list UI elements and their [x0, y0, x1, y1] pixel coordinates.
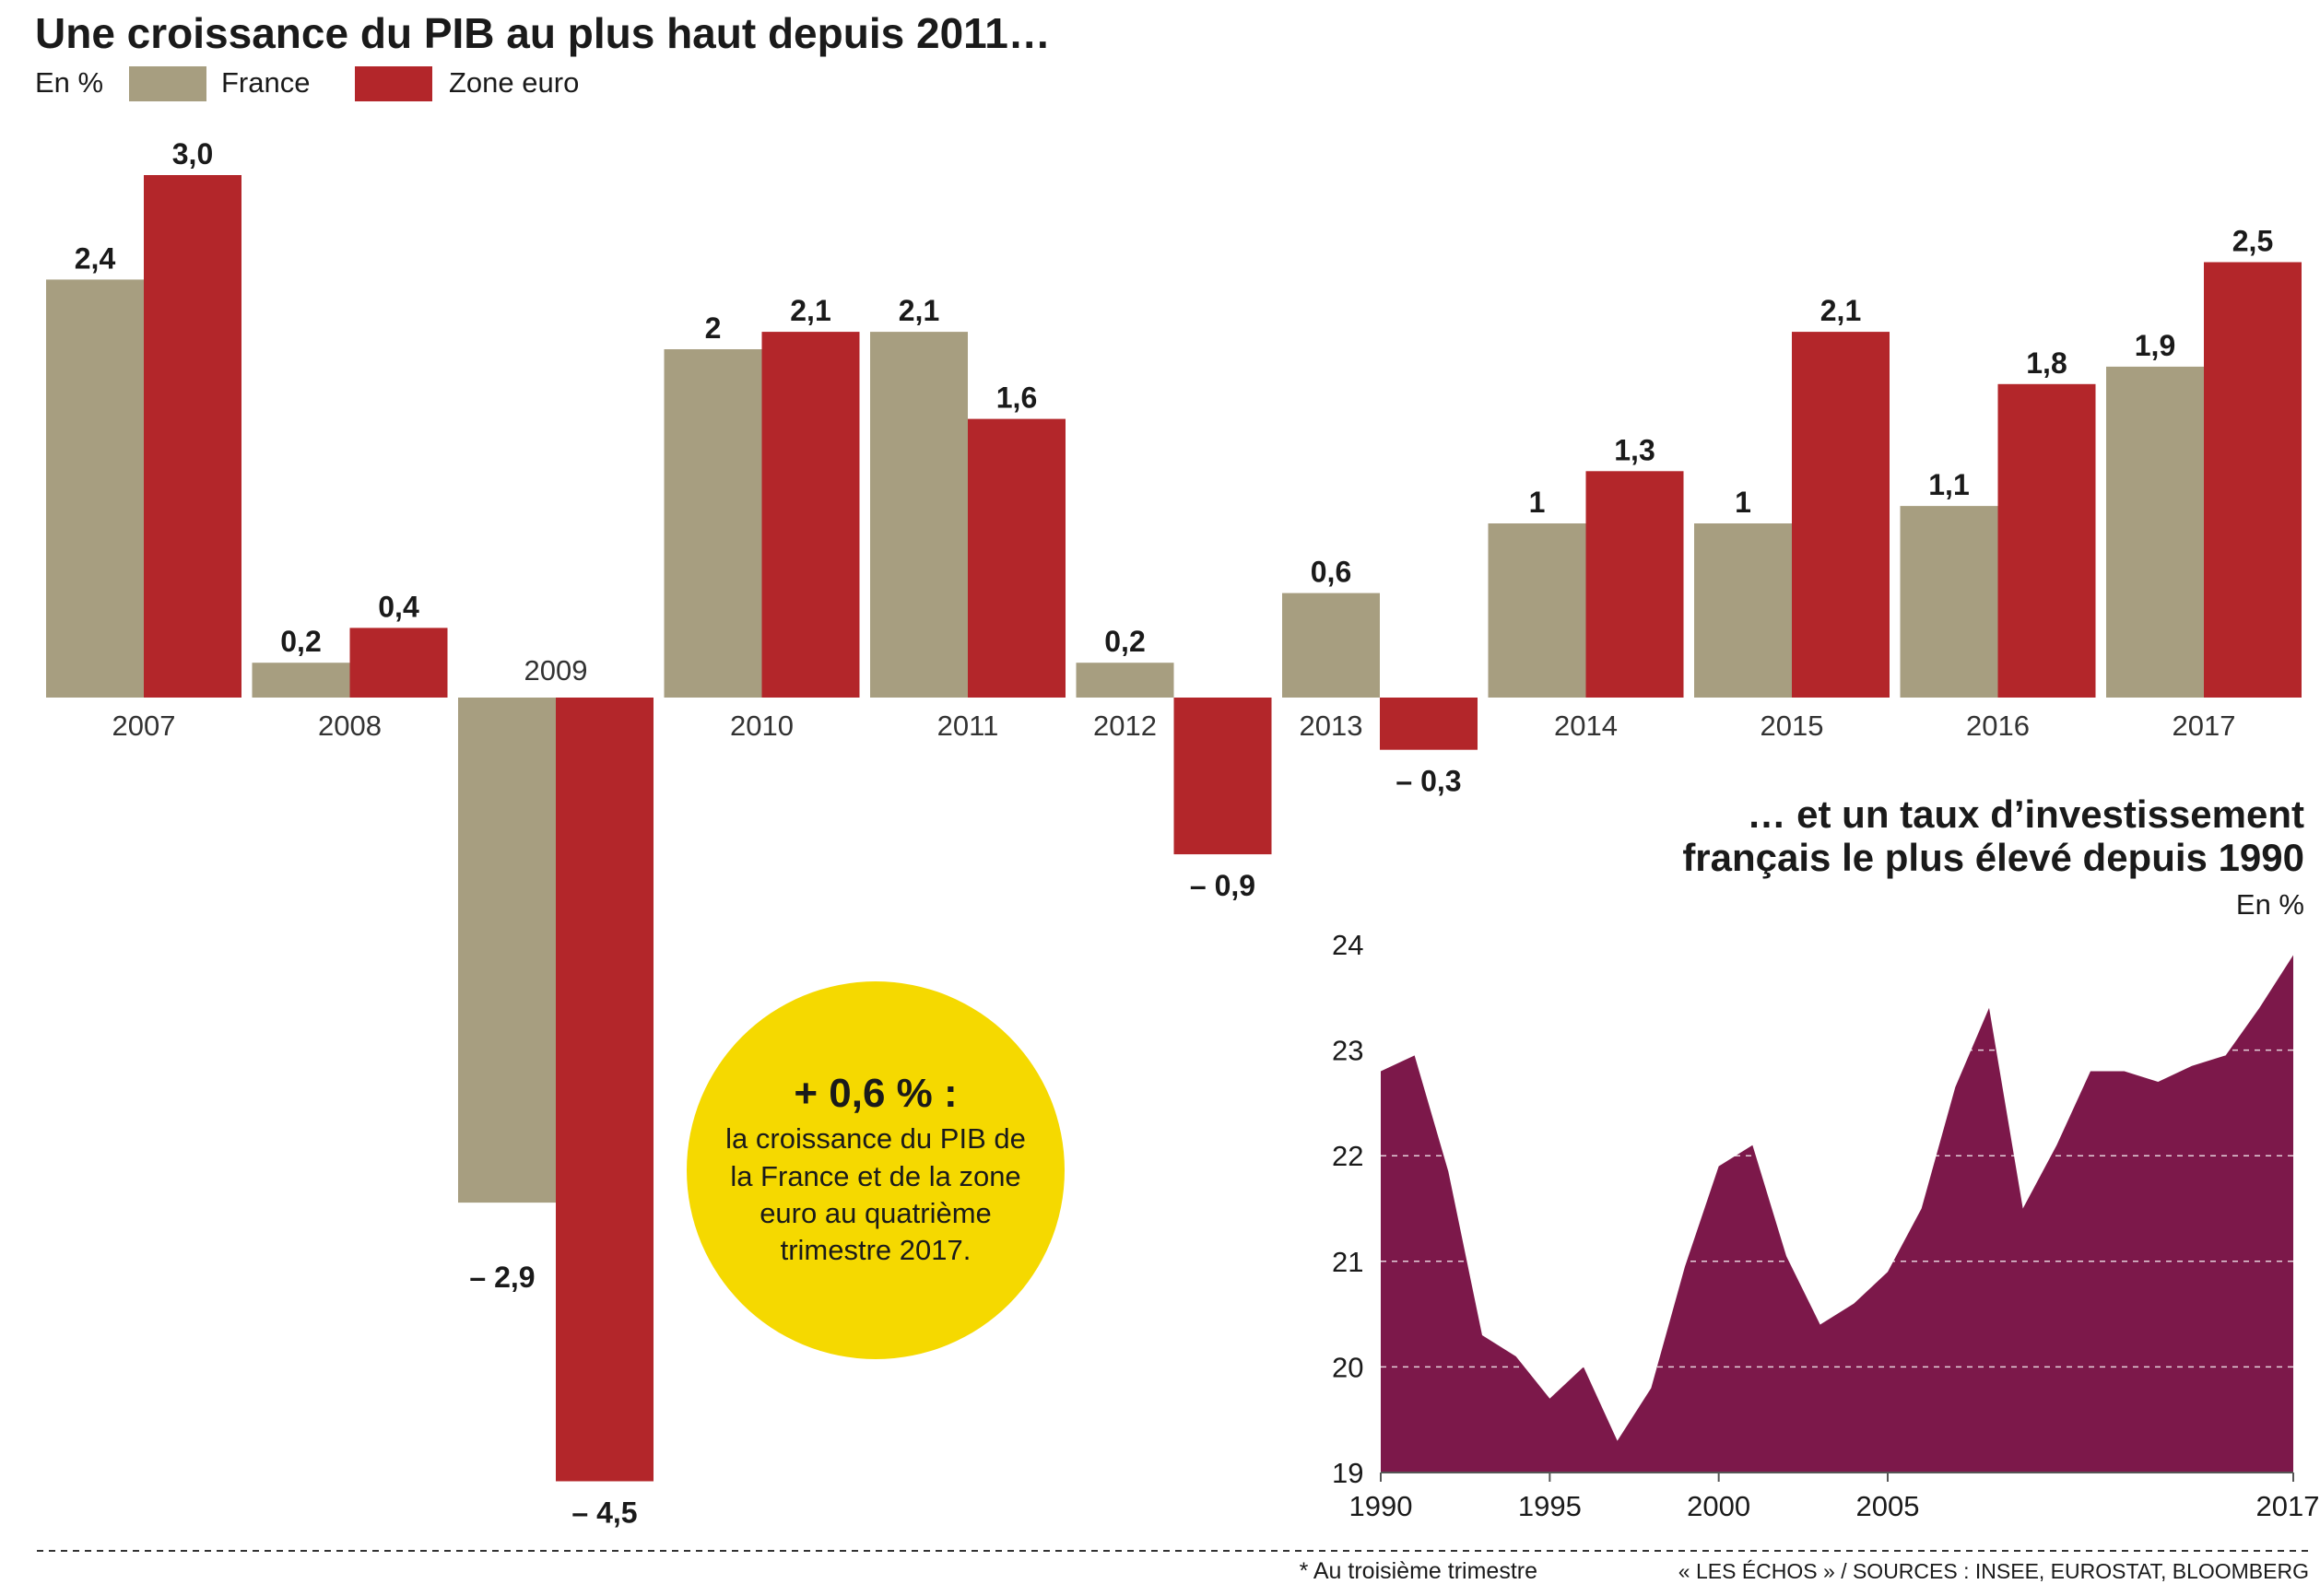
- y-tick-23: 23: [1332, 1035, 1363, 1067]
- category-label-2011: 2011: [937, 710, 999, 742]
- area-chart-unit: En %: [2236, 888, 2304, 921]
- investment-area-chart: 19 20 21 22 23 24 1990 1995 2000 2005 2017*: [1332, 929, 2320, 1522]
- category-label-2016: 2016: [1966, 710, 2030, 742]
- value-label-france-2009: – 2,9: [469, 1261, 535, 1294]
- bar-france-2007: [46, 279, 144, 698]
- source-credit: « LES ÉCHOS » / SOURCES : INSEE, EUROSTA…: [1678, 1559, 2309, 1583]
- bar-eurozone-2015: [1792, 332, 1890, 698]
- bar-france-2013: [1282, 593, 1380, 698]
- category-label-2014: 2014: [1554, 710, 1618, 742]
- value-label-france-2017: 1,9: [2135, 329, 2175, 362]
- unit-label: En %: [35, 66, 103, 99]
- value-label-france-2007: 2,4: [75, 241, 116, 275]
- bar-france-2017: [2106, 366, 2204, 698]
- x-tick-1995: 1995: [1518, 1490, 1582, 1522]
- bar-eurozone-2011: [968, 418, 1066, 698]
- category-label-2017: 2017: [2173, 710, 2236, 742]
- bar-eurozone-2016: [1997, 383, 2096, 698]
- bar-france-2016: [1900, 506, 1998, 698]
- x-tick-2000: 2000: [1687, 1490, 1750, 1522]
- legend: France Zone euro: [129, 66, 579, 101]
- bar-france-2011: [870, 332, 968, 698]
- value-label-eurozone-2008: 0,4: [378, 590, 419, 623]
- value-label-eurozone-2014: 1,3: [1614, 433, 1655, 466]
- value-label-eurozone-2010: 2,1: [790, 294, 830, 327]
- x-tick-1990: 1990: [1349, 1490, 1413, 1522]
- value-label-france-2016: 1,1: [1928, 468, 1969, 501]
- bar-eurozone-2010: [761, 332, 860, 698]
- value-label-france-2008: 0,2: [280, 625, 321, 658]
- category-label-2007: 2007: [112, 710, 176, 742]
- value-label-eurozone-2015: 2,1: [1820, 294, 1861, 327]
- bar-eurozone-2008: [349, 628, 448, 698]
- footnote: * Au troisième trimestre: [1300, 1558, 1537, 1584]
- category-label-2008: 2008: [318, 710, 382, 742]
- bar-france-2010: [664, 349, 762, 698]
- x-tick-2017: 2017*: [2255, 1490, 2320, 1522]
- bar-france-2012: [1076, 663, 1174, 698]
- value-label-eurozone-2009: – 4,5: [571, 1496, 637, 1530]
- category-label-2013: 2013: [1300, 710, 1363, 742]
- y-tick-19: 19: [1332, 1457, 1363, 1489]
- x-tick-2005: 2005: [1856, 1490, 1920, 1522]
- bar-france-2014: [1488, 523, 1586, 698]
- legend-label-france: France: [221, 66, 310, 99]
- value-label-france-2014: 1: [1529, 486, 1546, 519]
- area-chart-title-line1: … et un taux d’investissement: [1748, 792, 2305, 836]
- value-label-eurozone-2007: 3,0: [172, 137, 213, 170]
- highlight-callout: + 0,6 % : la croissance du PIB de la Fra…: [687, 981, 1065, 1359]
- legend-swatch-france: [129, 66, 206, 101]
- callout-headline: + 0,6 % :: [794, 1071, 958, 1117]
- value-label-france-2012: 0,2: [1104, 625, 1145, 658]
- legend-label-eurozone: Zone euro: [449, 66, 579, 99]
- value-label-france-2015: 1: [1735, 486, 1751, 519]
- callout-text: la croissance du PIB de la France et de …: [725, 1122, 1026, 1267]
- category-label-2010: 2010: [730, 710, 794, 742]
- bar-eurozone-2007: [144, 175, 241, 698]
- value-label-eurozone-2011: 1,6: [996, 381, 1037, 415]
- bar-eurozone-2009: [556, 698, 654, 1482]
- category-label-2012: 2012: [1093, 710, 1157, 742]
- legend-swatch-eurozone: [355, 66, 432, 101]
- bar-eurozone-2017: [2204, 262, 2302, 698]
- y-tick-24: 24: [1332, 929, 1363, 961]
- value-label-france-2013: 0,6: [1311, 556, 1351, 589]
- chart-title: Une croissance du PIB au plus haut depui…: [35, 9, 1051, 57]
- gdp-bar-chart: 2,4 3,0 2007 0,2 0,4 2008 – 2,9 – 4,5 2009 2 2,1 20…: [46, 137, 2302, 1530]
- value-label-eurozone-2017: 2,5: [2232, 225, 2273, 258]
- area-chart-title-line2: français le plus élevé depuis 1990: [1682, 836, 2304, 879]
- bar-eurozone-2013: [1380, 698, 1478, 750]
- investment-area: [1381, 949, 2293, 1473]
- y-tick-22: 22: [1332, 1140, 1363, 1172]
- value-label-eurozone-2016: 1,8: [2026, 346, 2067, 380]
- bar-france-2015: [1694, 523, 1792, 698]
- bar-eurozone-2014: [1585, 471, 1684, 698]
- value-label-france-2010: 2: [705, 311, 722, 345]
- bar-france-2009: [458, 698, 556, 1203]
- category-label-2015: 2015: [1761, 710, 1824, 742]
- y-tick-20: 20: [1332, 1351, 1363, 1383]
- y-tick-21: 21: [1332, 1246, 1363, 1278]
- category-label-2009: 2009: [524, 654, 588, 687]
- value-label-eurozone-2012: – 0,9: [1190, 869, 1255, 902]
- bar-eurozone-2012: [1173, 698, 1272, 855]
- value-label-eurozone-2013: – 0,3: [1396, 765, 1461, 798]
- bar-france-2008: [252, 663, 350, 698]
- value-label-france-2011: 2,1: [899, 294, 939, 327]
